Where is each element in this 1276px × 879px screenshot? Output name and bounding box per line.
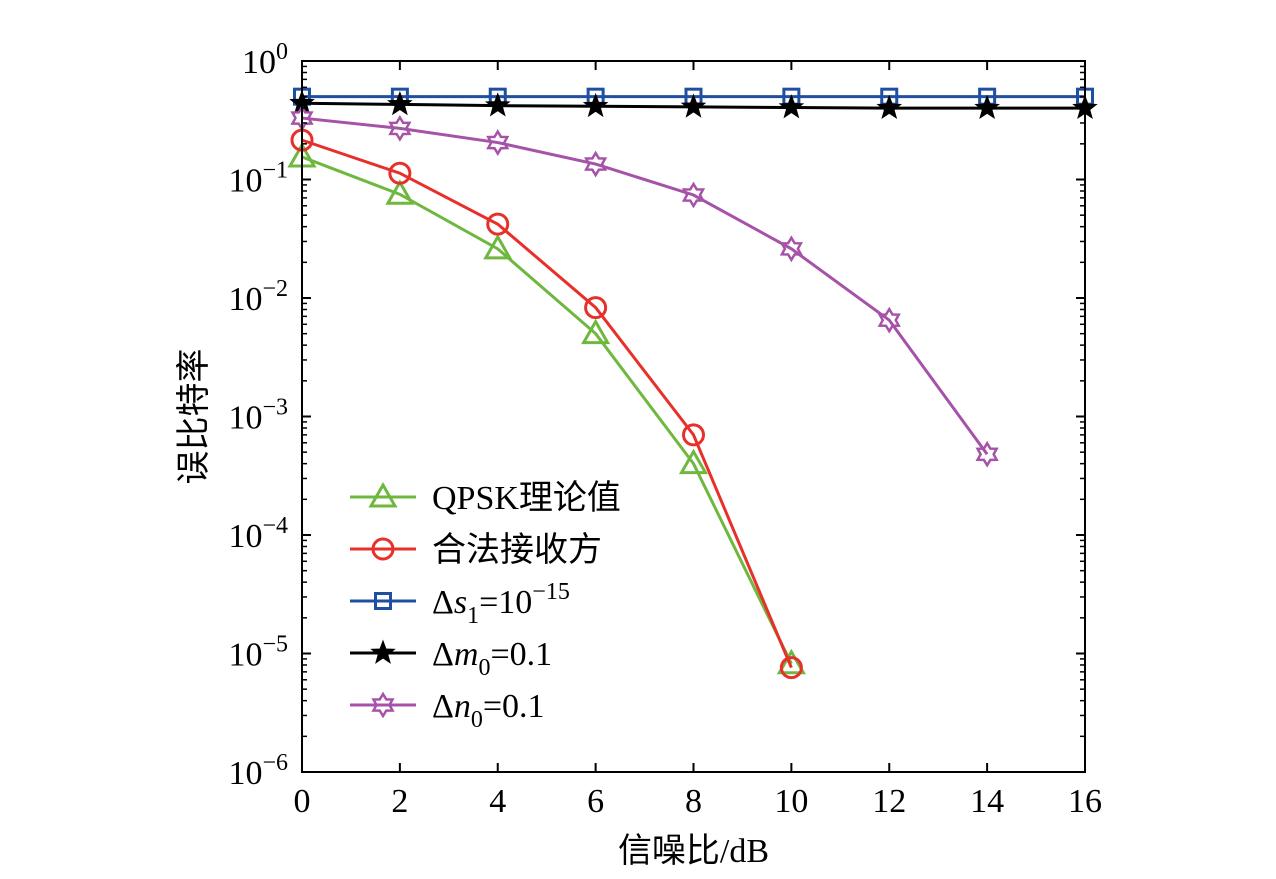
data-point (682, 423, 705, 447)
legend-label-part: =0.1 (490, 636, 552, 673)
y-tick-exponent: −2 (262, 276, 288, 302)
data-point (388, 114, 412, 142)
legend-label: Δm0=0.1 (432, 636, 552, 681)
legend-swatch-marker (370, 639, 396, 664)
x-axis-label: 信噪比/dB (618, 832, 769, 870)
data-point (486, 129, 510, 156)
x-tick-label: 16 (1068, 783, 1102, 820)
legend-entry: 合法接收方 (350, 531, 602, 569)
y-tick-exponent: −3 (262, 395, 288, 421)
legend-entry: QPSK理论值 (350, 479, 621, 517)
x-tick-label: 8 (685, 783, 702, 820)
data-point (680, 93, 707, 118)
legend-label: Δn0=0.1 (432, 688, 545, 733)
legend-swatch-marker (371, 537, 395, 561)
y-tick-exponent: −6 (262, 750, 288, 776)
y-tick-base: 10 (242, 44, 276, 81)
data-point (776, 648, 806, 675)
data-point (779, 235, 803, 263)
data-point (584, 296, 608, 320)
x-tick-label: 4 (489, 783, 506, 820)
legend-swatch-marker (374, 592, 392, 610)
series-layer (287, 87, 1098, 680)
data-point (877, 306, 901, 334)
legend-label-part: −15 (532, 579, 570, 605)
series-1 (287, 141, 806, 675)
x-tick-label: 2 (391, 783, 408, 820)
data-point (387, 90, 413, 116)
data-point (778, 94, 805, 119)
x-tick-label: 14 (970, 783, 1004, 820)
y-axis-label: 误比特率 (175, 349, 213, 485)
y-tick-base: 10 (228, 755, 262, 792)
series-5 (290, 104, 999, 468)
legend-label-part: =0.1 (483, 688, 545, 725)
y-tick-base: 10 (228, 637, 262, 674)
data-point (779, 656, 803, 680)
legend-swatch-marker (368, 481, 398, 508)
legend-swatch-marker (371, 691, 395, 719)
y-tick-exponent: −4 (262, 513, 288, 539)
y-tick-label: 100 (242, 39, 288, 81)
x-tick-label: 12 (872, 783, 906, 820)
y-tick-base: 10 (228, 518, 262, 555)
legend-label-part: 0 (478, 655, 490, 681)
legend-label-part: =10 (479, 584, 532, 621)
y-tick-label: 10−1 (228, 158, 288, 200)
y-tick-label: 10−6 (228, 750, 288, 792)
legend-label-part: 合法接收方 (432, 531, 602, 569)
legend-label-part: Δ (432, 636, 454, 673)
legend-label: Δs1=10−15 (432, 579, 570, 629)
data-point (484, 92, 511, 117)
x-tick-label: 0 (294, 783, 311, 820)
data-point (584, 150, 608, 178)
data-point (385, 179, 415, 205)
y-tick-label: 10−3 (228, 395, 288, 437)
data-point (974, 94, 1000, 120)
legend-label-part: 1 (467, 603, 479, 629)
data-point (678, 448, 709, 475)
data-point (975, 440, 999, 468)
legend-label-part: 0 (471, 707, 483, 733)
legend-entry: Δm0=0.1 (350, 636, 552, 681)
y-tick-exponent: −1 (262, 158, 288, 184)
series-line (301, 155, 793, 665)
legend-entry: Δn0=0.1 (350, 688, 545, 733)
y-tick-base: 10 (228, 281, 262, 318)
legend-label-part: s (454, 584, 467, 621)
data-point (388, 161, 412, 185)
data-point (486, 212, 510, 236)
data-point (876, 94, 903, 120)
legend-entry: Δs1=10−15 (350, 579, 570, 629)
data-point (483, 233, 513, 260)
data-point (681, 181, 706, 209)
y-tick-base: 10 (228, 400, 262, 437)
series-line (301, 138, 793, 669)
y-tick-label: 10−2 (228, 276, 288, 318)
data-point (581, 318, 611, 345)
data-point (582, 92, 609, 118)
legend-label-part: n (454, 688, 471, 725)
plot-frame (301, 60, 1086, 773)
y-tick-label: 10−5 (228, 632, 288, 674)
x-tick-label: 10 (774, 783, 808, 820)
legend-label: 合法接收方 (432, 531, 602, 569)
y-tick-exponent: −5 (262, 632, 288, 658)
legend-label-part: Δ (432, 584, 454, 621)
y-tick-exponent: 0 (276, 39, 288, 65)
legend-label-part: m (454, 636, 479, 673)
x-tick-label: 6 (587, 783, 604, 820)
series-2 (290, 128, 803, 680)
y-tick-label: 10−4 (228, 513, 288, 555)
legend-label-part: Δ (432, 688, 454, 725)
y-tick-base: 10 (228, 163, 262, 200)
legend-label: QPSK理论值 (432, 479, 621, 517)
legend-label-part: QPSK理论值 (432, 479, 621, 517)
series-line (301, 116, 989, 456)
